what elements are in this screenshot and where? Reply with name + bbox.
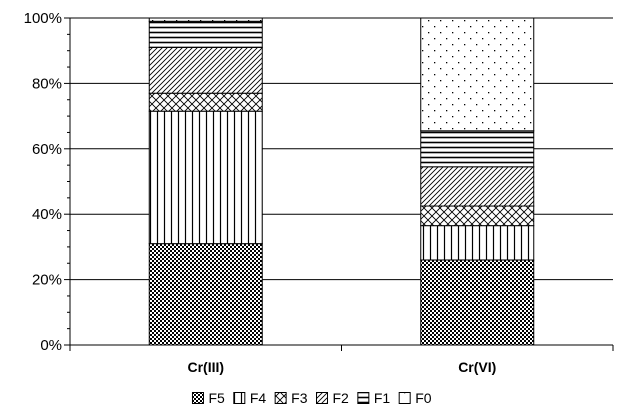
y-tick-label: 60% — [32, 141, 62, 158]
category-label: Cr(III) — [187, 359, 224, 375]
legend-swatch — [274, 392, 287, 404]
category-labels: Cr(III) Cr(VI) — [187, 359, 496, 375]
legend-swatch — [316, 392, 328, 404]
bar-segment-f1 — [420, 130, 535, 168]
legend-label: F0 — [415, 390, 432, 406]
y-tick-label: 40% — [32, 206, 62, 223]
legend-item-f3: F3 — [274, 390, 308, 406]
bar-segment-f2 — [420, 166, 535, 207]
axes — [64, 17, 614, 351]
bar-segment-f3 — [420, 205, 535, 227]
bar-segment-f2 — [148, 46, 263, 94]
legend-item-f4: F4 — [233, 390, 267, 406]
legend-swatch — [398, 392, 411, 404]
legend-swatch — [191, 392, 204, 404]
bar-segment-f5 — [420, 259, 535, 346]
legend-item-f0: F0 — [398, 390, 432, 406]
bar-segment-f0 — [420, 17, 535, 132]
category-label: Cr(VI) — [458, 359, 496, 375]
bar-segment-f1 — [148, 20, 263, 48]
legend-item-f5: F5 — [191, 390, 225, 406]
y-tick-label: 0% — [40, 337, 62, 354]
y-tick-label: 100% — [24, 10, 62, 27]
y-tick-label: 20% — [32, 272, 62, 289]
bar-segment-f3 — [148, 92, 263, 112]
y-tick-label: 80% — [32, 75, 62, 92]
bar-segment-f0 — [148, 17, 263, 22]
legend-label: F5 — [208, 390, 225, 406]
legend-label: F4 — [250, 390, 267, 406]
bar-segment-f4 — [148, 110, 263, 245]
legend-label: F1 — [374, 390, 391, 406]
legend-label: F3 — [291, 390, 308, 406]
legend-item-f2: F2 — [316, 390, 350, 406]
legend-item-f1: F1 — [357, 390, 391, 406]
legend-swatch — [233, 392, 246, 404]
bar-segment-f5 — [148, 243, 263, 346]
legend: F5 F4 F3 F2 F1 F0 — [191, 390, 432, 406]
legend-label: F2 — [333, 390, 350, 406]
legend-swatch — [357, 392, 370, 404]
bar-segment-f4 — [420, 225, 535, 261]
y-tick-labels: 0% 20% 40% 60% 80% 100% — [24, 10, 62, 354]
bars — [148, 17, 535, 346]
